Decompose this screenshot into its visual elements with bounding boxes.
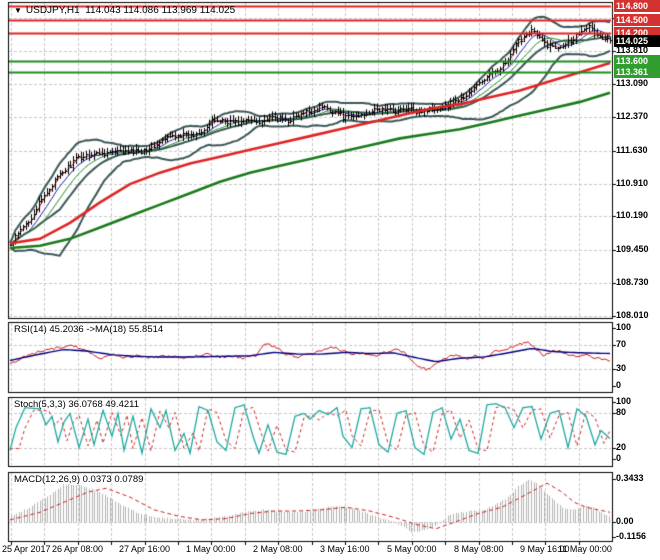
stoch-axis-label: 80 xyxy=(616,407,627,417)
time-axis-label: 2 May 08:00 xyxy=(253,544,303,554)
price-level-badge: 113.600 xyxy=(614,55,660,67)
price-axis-label: 113.090 xyxy=(616,78,649,88)
time-axis-label: 11 May 00:00 xyxy=(558,544,612,554)
price-axis-label: 108.730 xyxy=(616,277,649,287)
time-axis-label: 5 May 00:00 xyxy=(387,544,437,554)
price-axis-label: 110.190 xyxy=(616,210,649,220)
time-axis-label: 25 Apr 2017 xyxy=(2,544,51,554)
symbol-period-label: USDJPY,H1 xyxy=(25,5,80,16)
time-axis-label: 3 May 16:00 xyxy=(320,544,370,554)
price-axis-label: 111.630 xyxy=(616,145,648,155)
stoch-axis-label: 100 xyxy=(616,396,632,406)
macd-axis-label: 0.00 xyxy=(616,516,634,526)
macd-axis-label: -0.1156 xyxy=(616,531,647,541)
price-axis-label: 113.810 xyxy=(616,45,649,55)
macd-axis-label: 0.3433 xyxy=(616,473,644,483)
symbol-dropdown-icon[interactable]: ▼ xyxy=(14,6,22,15)
current-price-badge: 114.025 xyxy=(614,35,660,47)
price-level-badge: 114.800 xyxy=(614,0,660,12)
rsi-axis-label: 30 xyxy=(616,363,627,373)
time-axis-label: 9 May 16:00 xyxy=(520,544,570,554)
time-axis-label: 26 Apr 08:00 xyxy=(52,544,104,554)
price-level-badge: 114.500 xyxy=(614,14,660,26)
stoch-axis-label: 20 xyxy=(616,442,627,452)
time-axis-label: 27 Apr 16:00 xyxy=(119,544,171,554)
price-axis-label: 110.910 xyxy=(616,178,649,188)
price-axis-label: 108.010 xyxy=(616,310,649,320)
rsi-axis-label: 0 xyxy=(616,380,622,390)
time-axis-label: 1 May 00:00 xyxy=(186,544,236,554)
rsi-indicator-label: RSI(14) 45.2036 ->MA(18) 55.8514 xyxy=(14,324,164,335)
chart-title: ▼ USDJPY,H1 114.043 114.086 113.969 114.0… xyxy=(14,5,235,16)
stoch-axis-label: 0 xyxy=(616,453,622,463)
price-axis-label: 112.370 xyxy=(616,111,649,121)
stoch-indicator-label: Stoch(5,3,3) 36.0768 49.4211 xyxy=(14,399,140,410)
price-level-badge: 113.361 xyxy=(614,66,660,78)
rsi-axis-label: 70 xyxy=(616,339,627,349)
macd-indicator-label: MACD(12,26,9) 0.0373 0.0789 xyxy=(14,474,144,485)
price-axis-label: 109.450 xyxy=(616,244,649,254)
time-axis-label: 8 May 08:00 xyxy=(454,544,504,554)
rsi-axis-label: 100 xyxy=(616,322,632,332)
ohlc-values: 114.043 114.086 113.969 114.025 xyxy=(85,5,236,16)
